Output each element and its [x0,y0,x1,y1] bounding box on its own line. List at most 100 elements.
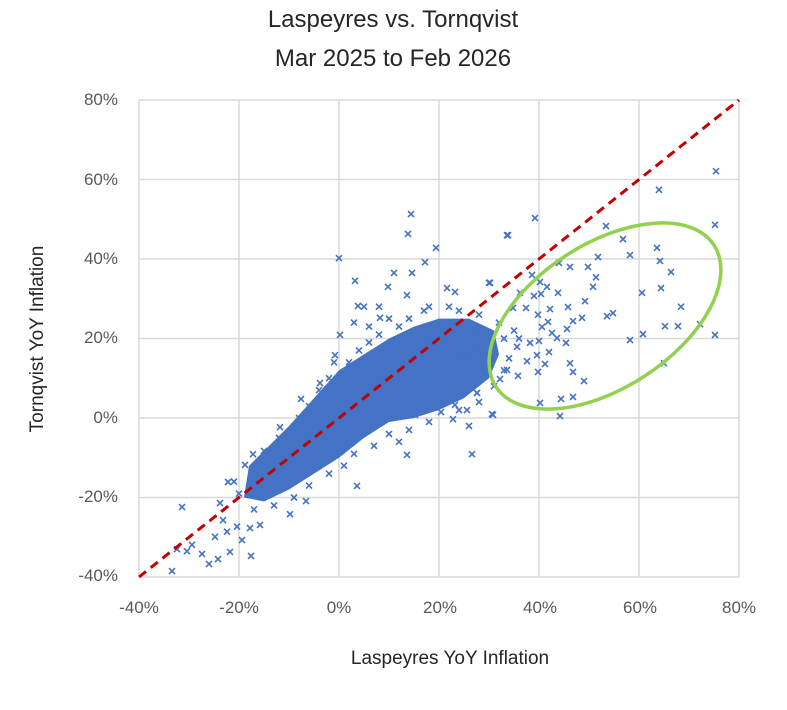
data-point [449,415,457,423]
data-point [569,393,577,401]
data-point [226,548,234,556]
data-point [553,334,561,342]
data-point [503,231,511,239]
data-point [569,317,577,325]
data-point [562,339,570,347]
data-point [500,366,508,374]
data-point [305,482,313,490]
data-point [468,450,476,458]
data-point [376,314,384,322]
data-point [712,167,720,175]
data-point [404,230,412,238]
data-point [285,446,293,454]
data-point [275,470,283,478]
data-point [260,447,268,455]
reference-line-45-degree [138,98,740,579]
data-point [653,244,661,252]
data-point [354,302,362,310]
data-point [407,210,415,218]
data-point [515,334,523,343]
data-point [295,414,303,422]
data-point [536,278,544,286]
data-point [451,288,459,296]
data-point [566,263,574,271]
data-point [249,450,257,458]
y-tick-label: -40% [78,566,118,585]
data-point [415,374,423,382]
data-point [451,401,459,409]
data-point [390,269,398,277]
data-point [425,303,433,311]
data-point [556,412,564,420]
data-point [297,395,305,403]
data-point [233,522,241,531]
data-point [475,342,483,351]
data-point [661,322,669,330]
data-point [581,297,589,305]
data-point [578,314,586,322]
data-point [345,358,353,366]
data-point [178,503,186,511]
data-point [340,462,348,470]
data-point [592,273,600,281]
data-point [350,319,358,327]
data-point [216,499,224,507]
data-point [421,258,429,266]
data-point [375,303,383,311]
data-point [183,547,191,555]
data-point [602,222,610,230]
data-point [205,560,213,568]
y-axis-title: Tornqvist YoY Inflation [27,245,48,433]
dense-point-cloud [244,318,499,502]
data-point [241,461,249,469]
data-point [188,541,196,549]
data-point [528,271,536,279]
data-point [505,354,513,362]
data-point [638,289,646,297]
x-tick-label: -20% [219,598,259,617]
data-point [405,426,413,434]
data-point [168,567,176,575]
y-tick-label: 80% [83,90,118,109]
data-point [626,251,634,259]
data-point [395,323,403,331]
data-point [275,434,283,442]
data-point [460,350,468,358]
x-tick-label: 20% [422,598,458,617]
data-point [470,326,478,335]
data-point [336,331,344,339]
data-point [325,470,333,478]
data-point [365,323,373,331]
data-point [437,408,445,416]
x-tick-label: -40% [119,598,159,617]
data-point [609,309,617,317]
y-tick-label: 40% [83,249,118,268]
x-tick-label: 0% [326,598,352,617]
data-point [425,418,433,426]
data-point [711,331,719,339]
data-point [603,312,611,320]
data-point [235,489,243,498]
data-point [639,330,647,338]
data-point [375,330,383,339]
data-point [335,254,343,262]
data-point [564,303,572,311]
data-point [537,290,545,298]
data-point [548,329,556,337]
data-point [473,389,481,397]
data-point [351,277,359,285]
data-point [353,482,361,490]
data-point [522,304,530,312]
data-point [403,291,411,299]
data-point [385,315,393,323]
data-point [496,375,504,383]
data-point [523,357,531,365]
data-point [219,516,227,524]
data-point [286,510,294,518]
data-point [538,323,546,331]
data-point [530,292,538,300]
data-point [619,235,627,243]
data-point [711,221,719,229]
data-point [541,360,549,368]
data-point [230,478,238,486]
